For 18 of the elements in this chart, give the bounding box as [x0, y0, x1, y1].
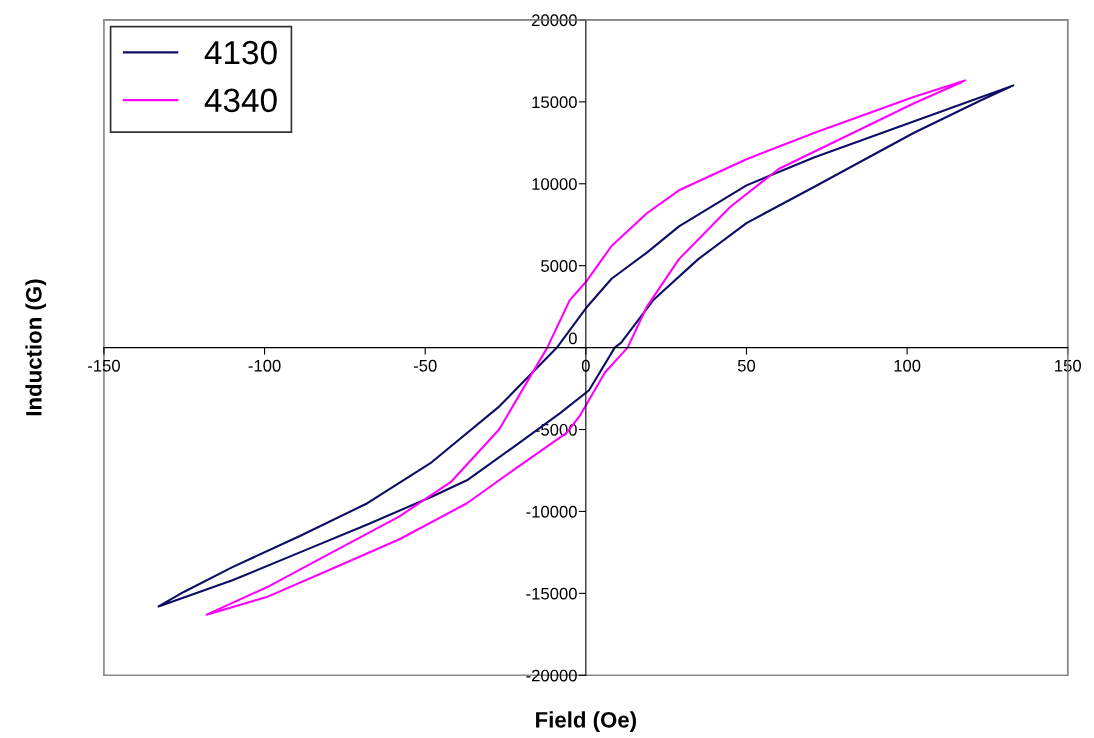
x-tick-label: 100	[894, 359, 921, 372]
legend-label: 4130	[204, 40, 277, 65]
y-tick-label: 15000	[532, 96, 577, 109]
y-tick-label: -20000	[526, 669, 577, 682]
legend-label: 4340	[204, 88, 277, 113]
x-tick-label: 50	[737, 359, 756, 372]
y-tick-label: -15000	[526, 587, 577, 600]
y-tick-label: 20000	[532, 14, 577, 27]
y-tick-label: 5000	[541, 260, 577, 272]
x-tick-label: 150	[1055, 359, 1081, 372]
y-tick-label: 0	[568, 332, 577, 345]
y-tick-label: -10000	[526, 505, 577, 518]
y-axis-title: Induction (G)	[25, 279, 47, 416]
x-tick-label: -50	[413, 359, 437, 372]
x-axis-title: Field (Oe)	[536, 711, 636, 733]
x-tick-label: -150	[87, 359, 120, 372]
y-tick-label: 10000	[532, 178, 577, 190]
x-tick-label: -100	[248, 359, 281, 372]
